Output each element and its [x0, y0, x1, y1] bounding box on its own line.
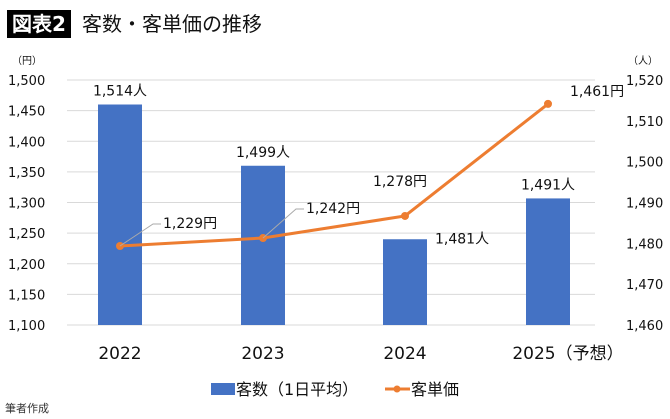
- x-tick-label: 2025（予想）: [512, 344, 623, 364]
- right-tick-label: 1,500: [626, 156, 663, 171]
- source-note: 筆者作成: [5, 402, 49, 415]
- figure-badge: 図表2: [7, 10, 71, 38]
- line-point: [401, 211, 409, 220]
- left-tick-label: 1,200: [8, 258, 45, 273]
- bar: [383, 239, 427, 325]
- leader-line: [262, 208, 304, 239]
- x-tick-label: 2024: [383, 344, 426, 364]
- left-tick-label: 1,100: [8, 319, 45, 334]
- legend-swatch-marker: [393, 385, 401, 393]
- line-data-label: 1,278円: [373, 174, 427, 190]
- x-tick-label: 2022: [98, 344, 141, 364]
- legend-label: 客単価: [411, 380, 459, 399]
- legend-swatch-bar: [211, 383, 235, 395]
- right-tick-label: 1,520: [626, 74, 663, 89]
- right-tick-label: 1,490: [626, 197, 663, 212]
- x-tick-label: 2023: [241, 344, 284, 364]
- bar-data-label: 1,499人: [236, 145, 290, 161]
- line-data-label: 1,461円: [570, 84, 624, 100]
- right-tick-label: 1,470: [626, 278, 663, 293]
- chart-title: 客数・客単価の推移: [82, 12, 262, 36]
- right-axis-unit: （人）: [628, 55, 658, 67]
- left-tick-label: 1,150: [8, 288, 45, 303]
- left-tick-label: 1,300: [8, 197, 45, 212]
- left-tick-label: 1,500: [8, 74, 45, 89]
- left-tick-label: 1,450: [8, 105, 45, 120]
- bar: [526, 198, 570, 325]
- leader-line: [119, 223, 161, 247]
- left-axis-unit: （円）: [12, 55, 42, 67]
- line-point: [544, 99, 552, 108]
- line-data-label: 1,229円: [163, 216, 217, 232]
- line-data-label: 1,242円: [306, 201, 360, 217]
- left-tick-label: 1,350: [8, 166, 45, 181]
- bar-data-label: 1,514人: [93, 84, 147, 100]
- left-tick-label: 1,250: [8, 227, 45, 242]
- bar-data-label: 1,491人: [521, 177, 575, 193]
- right-tick-label: 1,510: [626, 115, 663, 130]
- left-tick-label: 1,400: [8, 135, 45, 150]
- bar-data-label: 1,481人: [435, 231, 489, 247]
- bar: [241, 165, 285, 325]
- right-tick-label: 1,480: [626, 237, 663, 252]
- right-tick-label: 1,460: [626, 319, 663, 334]
- bar: [98, 104, 142, 325]
- legend-label: 客数（1日平均）: [236, 380, 358, 399]
- line-series: [119, 102, 549, 248]
